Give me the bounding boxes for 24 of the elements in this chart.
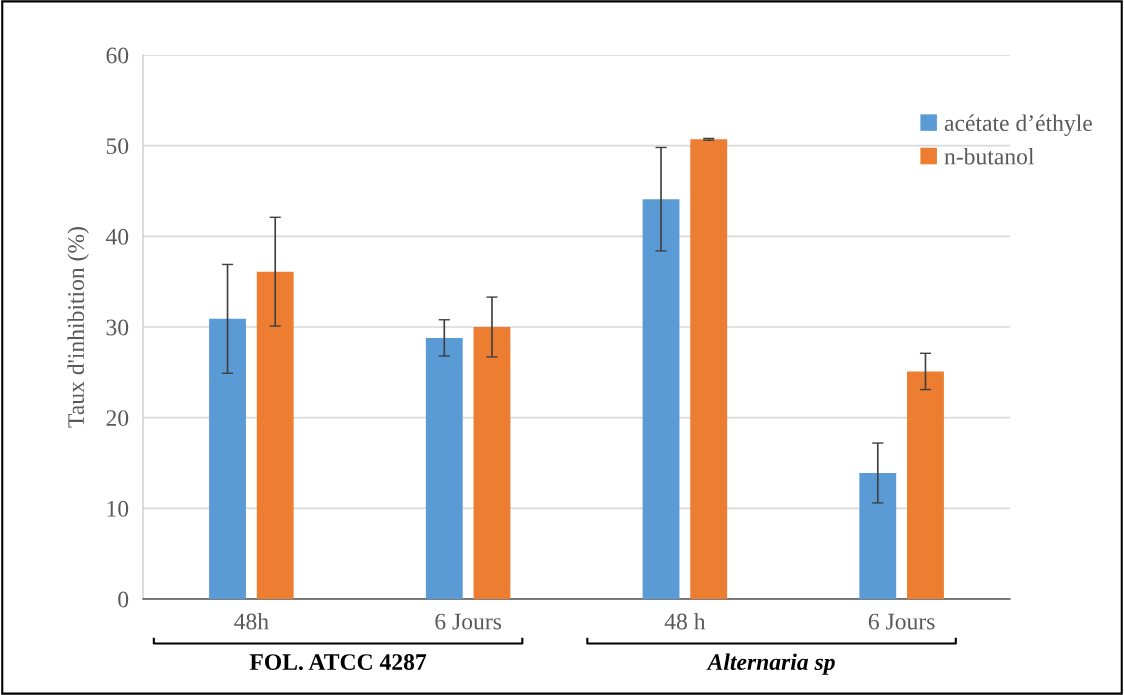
x-tick-label: 48 h [664,612,706,630]
x-tick-label: 6 Jours [868,613,935,630]
text: Alternaria sp [706,653,835,675]
legend-label: acétate d’éthyle [944,114,1092,136]
y-tick-label: 30 [106,319,129,336]
text: FOL. ATCC 4287 [249,654,427,671]
y-tick-label: 60 [106,47,129,64]
x-tick-label: 48h [234,612,269,630]
y-tick-label: 0 [118,591,129,608]
y-tick-label: 10 [107,500,129,517]
y-axis-title: Taux d'inhibition (%) [67,227,89,428]
bar [473,327,511,599]
bar [907,371,944,599]
x-tick-label: 6 Jours [435,613,502,630]
bar [859,472,897,599]
y-tick-label: 20 [106,410,129,427]
bar [209,318,246,599]
legend-label: n-butanol [944,147,1035,165]
bar [642,199,680,599]
bar [425,337,463,599]
y-tick-label: 50 [106,138,129,155]
bar [690,139,728,599]
bar [256,271,294,599]
y-tick-label: 40 [105,228,129,245]
